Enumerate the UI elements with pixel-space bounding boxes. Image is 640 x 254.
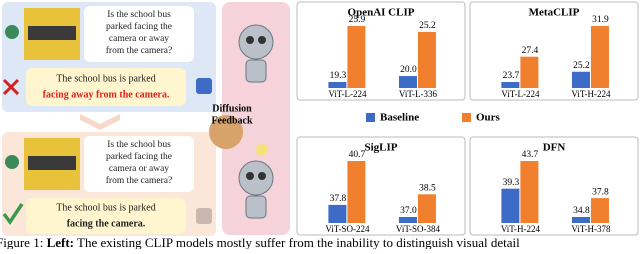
value-label: 37.8: [330, 194, 347, 204]
value-label: 40.7: [349, 150, 366, 160]
chart-title: OpenAI CLIP: [348, 7, 415, 19]
question-line: from the camera?: [106, 45, 172, 56]
x-tick-label: ViT-L-224: [501, 89, 540, 99]
x-tick-label: ViT-SO-224: [325, 224, 370, 234]
bar: [571, 71, 590, 88]
bus-window: [28, 26, 76, 40]
right-icon: [2, 203, 24, 226]
user-avatar: [5, 155, 19, 169]
x-tick-label: ViT-SO-384: [396, 224, 441, 234]
bar: [520, 56, 539, 88]
chart-title: DFN: [543, 142, 566, 154]
chart-frame: [469, 1, 639, 101]
answer-wrong: facing away from the camera.: [43, 89, 170, 100]
value-label: 25.2: [419, 21, 436, 31]
user-avatar: [5, 25, 19, 39]
legend-label: Ours: [476, 112, 501, 124]
answer-bubble: [26, 198, 186, 234]
answer-line: The school bus is parked: [56, 73, 155, 84]
value-label: 39.3: [503, 178, 520, 188]
value-label: 37.0: [400, 206, 417, 216]
caption-text: The existing CLIP models mostly suffer f…: [77, 235, 520, 249]
bar: [417, 194, 436, 223]
model-icon: [196, 78, 212, 94]
bar: [590, 198, 609, 223]
x-tick-label: ViT-L-336: [399, 89, 438, 99]
value-label: 34.8: [573, 206, 590, 216]
answer-line: The school bus is parked: [56, 202, 155, 213]
x-tick-label: ViT-H-224: [501, 224, 541, 234]
bar: [501, 82, 520, 88]
bar: [328, 82, 347, 88]
value-label: 43.7: [522, 150, 539, 160]
bar: [571, 217, 590, 223]
question-line: parked facing the: [106, 21, 172, 32]
question-line: camera or away: [109, 34, 169, 44]
caption-label: Figure 1:: [0, 235, 43, 249]
value-label: 37.8: [592, 187, 609, 197]
bar: [347, 26, 366, 88]
bar: [398, 76, 417, 88]
robot-enlightened: [238, 144, 274, 219]
question-bubble: [84, 6, 194, 62]
bar: [347, 161, 366, 223]
question-line: Is the school bus: [107, 140, 171, 150]
chart-title: MetaCLIP: [529, 7, 580, 19]
legend-swatch: [462, 113, 471, 122]
value-label: 27.4: [522, 46, 539, 56]
question-bubble: [84, 136, 194, 192]
bar: [590, 26, 609, 88]
bar: [417, 31, 436, 89]
answer-bubble: [26, 68, 186, 106]
legend-label: Baseline: [380, 112, 419, 124]
value-label: 31.9: [592, 15, 609, 25]
chart-title: SigLIP: [364, 142, 397, 154]
legend-swatch: [366, 113, 375, 122]
question-line: camera or away: [109, 164, 169, 174]
robot-confused: [238, 24, 274, 83]
bar: [398, 217, 417, 223]
value-label: 25.2: [573, 61, 590, 71]
model-icon: [196, 208, 212, 224]
x-tick-label: ViT-L-224: [328, 89, 367, 99]
question-line: from the camera?: [106, 175, 172, 186]
diffusion-orb: [209, 115, 243, 149]
bar: [520, 161, 539, 223]
wrong-icon: [2, 78, 20, 96]
value-label: 38.5: [419, 183, 436, 193]
value-label: 25.9: [349, 15, 366, 25]
question-line: parked facing the: [106, 151, 172, 162]
bar: [328, 204, 347, 223]
feedback-label: Feedback: [211, 115, 253, 126]
value-label: 23.7: [503, 71, 520, 81]
chart-frame: [469, 136, 639, 236]
caption-bold: Left:: [47, 235, 74, 249]
x-tick-label: ViT-H-224: [571, 89, 611, 99]
value-label: 19.3: [330, 71, 347, 81]
x-tick-label: ViT-H-378: [571, 224, 611, 234]
bus-window: [28, 156, 76, 170]
chart-frame: [296, 136, 466, 236]
bar: [501, 188, 520, 223]
caption: Figure 1: Left: The existing CLIP models…: [0, 235, 520, 249]
arrow: [80, 114, 120, 130]
chart-frame: [296, 1, 466, 101]
answer-right: facing the camera.: [67, 218, 146, 229]
value-label: 20.0: [400, 65, 417, 75]
question-line: Is the school bus: [107, 10, 171, 20]
feedback-label: Diffusion: [212, 103, 252, 114]
